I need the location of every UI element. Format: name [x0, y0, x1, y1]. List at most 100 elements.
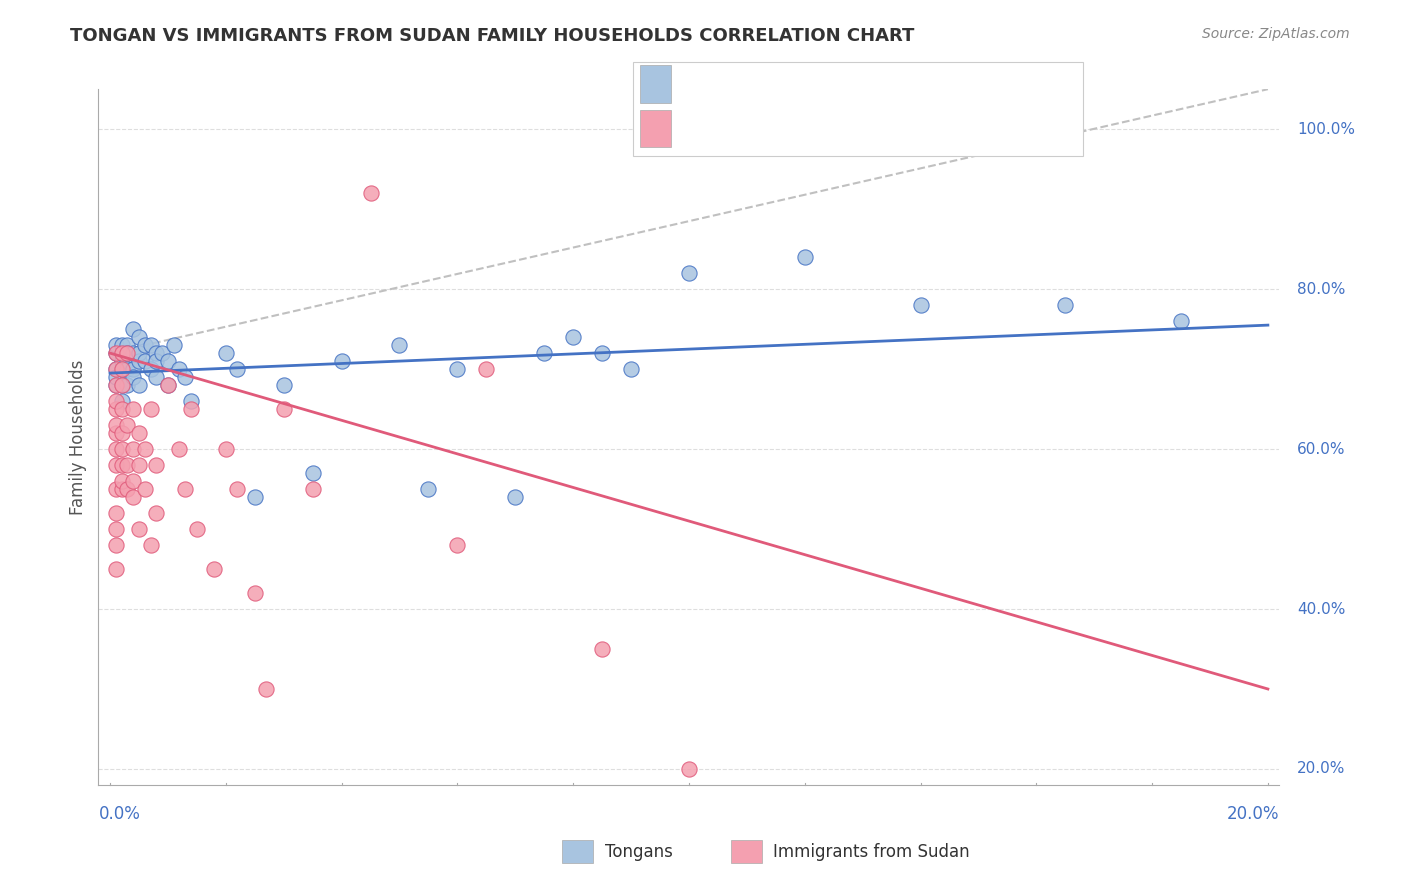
- Text: 100.0%: 100.0%: [1296, 121, 1355, 136]
- Point: [110, 426, 132, 441]
- Point: [117, 362, 139, 376]
- Point: [150, 346, 173, 360]
- Point: [446, 362, 468, 376]
- Point: [301, 482, 323, 496]
- Point: [104, 378, 127, 392]
- Point: [591, 642, 613, 657]
- Point: [156, 354, 179, 368]
- Point: [910, 298, 932, 312]
- Point: [388, 338, 411, 352]
- Text: 80.0%: 80.0%: [1296, 282, 1346, 297]
- Point: [145, 346, 167, 360]
- Text: 57: 57: [862, 75, 889, 95]
- Point: [145, 370, 167, 384]
- Point: [134, 354, 156, 368]
- Point: [186, 522, 208, 536]
- Text: N =: N =: [823, 75, 866, 95]
- Point: [117, 346, 139, 360]
- Point: [180, 402, 202, 417]
- Text: Tongans: Tongans: [605, 843, 672, 861]
- Point: [475, 362, 498, 376]
- Point: [533, 346, 555, 360]
- Text: 0.150: 0.150: [721, 75, 783, 95]
- Text: R =: R =: [682, 120, 724, 139]
- Point: [330, 354, 353, 368]
- Point: [128, 522, 150, 536]
- Point: [169, 442, 191, 456]
- Point: [110, 442, 132, 456]
- Point: [139, 362, 162, 376]
- Point: [122, 370, 145, 384]
- Point: [122, 362, 145, 376]
- Text: TONGAN VS IMMIGRANTS FROM SUDAN FAMILY HOUSEHOLDS CORRELATION CHART: TONGAN VS IMMIGRANTS FROM SUDAN FAMILY H…: [70, 27, 915, 45]
- Point: [243, 490, 266, 504]
- Text: Source: ZipAtlas.com: Source: ZipAtlas.com: [1202, 27, 1350, 41]
- Text: 57: 57: [862, 120, 889, 139]
- Point: [503, 490, 526, 504]
- Point: [104, 338, 127, 352]
- Point: [117, 482, 139, 496]
- Point: [117, 458, 139, 472]
- Point: [226, 362, 249, 376]
- Text: N =: N =: [823, 120, 866, 139]
- Point: [104, 426, 127, 441]
- Point: [110, 362, 132, 376]
- Point: [110, 458, 132, 472]
- Point: [591, 346, 613, 360]
- Point: [156, 378, 179, 392]
- Point: [139, 338, 162, 352]
- Text: 0.286: 0.286: [721, 120, 783, 139]
- Point: [104, 538, 127, 552]
- Point: [418, 482, 440, 496]
- Point: [117, 338, 139, 352]
- Point: [562, 330, 585, 344]
- Point: [110, 394, 132, 409]
- Point: [104, 346, 127, 360]
- Point: [104, 458, 127, 472]
- Point: [678, 762, 700, 776]
- Point: [104, 506, 127, 520]
- Point: [145, 458, 167, 472]
- Point: [104, 378, 127, 392]
- Point: [174, 370, 197, 384]
- Point: [104, 418, 127, 433]
- Point: [104, 346, 127, 360]
- Point: [156, 378, 179, 392]
- Point: [678, 266, 700, 280]
- Text: 60.0%: 60.0%: [1296, 442, 1346, 457]
- Point: [110, 378, 132, 392]
- Point: [128, 378, 150, 392]
- Text: Immigrants from Sudan: Immigrants from Sudan: [773, 843, 970, 861]
- Point: [110, 402, 132, 417]
- Point: [139, 402, 162, 417]
- Point: [1170, 314, 1192, 328]
- Point: [122, 346, 145, 360]
- Point: [134, 482, 156, 496]
- Point: [139, 538, 162, 552]
- Point: [134, 338, 156, 352]
- Point: [163, 338, 186, 352]
- Point: [122, 490, 145, 504]
- Point: [104, 370, 127, 384]
- Point: [122, 322, 145, 336]
- Point: [134, 442, 156, 456]
- Point: [104, 522, 127, 536]
- Point: [180, 394, 202, 409]
- Point: [122, 442, 145, 456]
- Point: [128, 330, 150, 344]
- Point: [128, 346, 150, 360]
- Point: [215, 346, 238, 360]
- Point: [122, 474, 145, 488]
- Point: [104, 362, 127, 376]
- Text: 20.0%: 20.0%: [1296, 762, 1346, 776]
- Point: [104, 402, 127, 417]
- Point: [243, 586, 266, 600]
- Point: [128, 458, 150, 472]
- Point: [174, 482, 197, 496]
- Point: [215, 442, 238, 456]
- Point: [104, 562, 127, 576]
- Point: [110, 338, 132, 352]
- Point: [110, 346, 132, 360]
- Point: [110, 378, 132, 392]
- Text: R =: R =: [682, 75, 724, 95]
